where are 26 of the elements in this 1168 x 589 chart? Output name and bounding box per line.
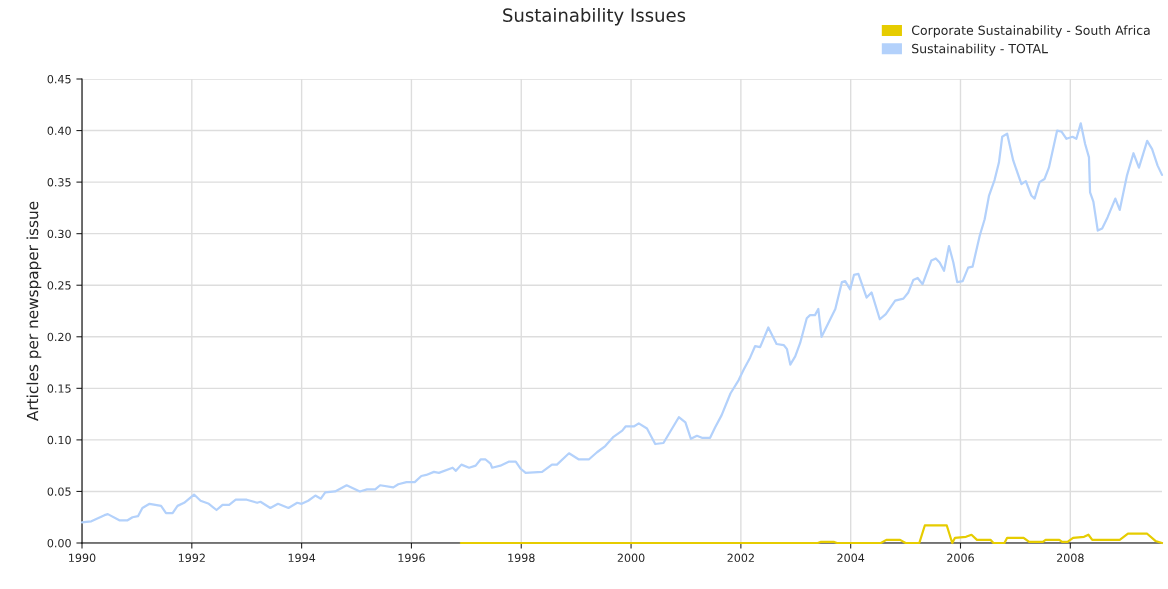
x-tick-label: 1994	[288, 553, 316, 563]
y-tick-label: 0.40	[47, 126, 71, 135]
x-tick-label: 1990	[69, 553, 96, 563]
x-tick-label: 2004	[837, 553, 865, 563]
x-tick-label: 1996	[398, 553, 425, 563]
y-tick-label: 0.45	[47, 74, 71, 84]
x-tick-label: 2000	[617, 553, 645, 563]
x-tick-label: 2008	[1056, 553, 1084, 563]
y-axis-title: Articles per newspaper issue	[26, 201, 42, 421]
x-tick-label: 2002	[727, 553, 754, 563]
x-tick-label: 2006	[947, 553, 974, 563]
y-tick-label: 0.25	[47, 281, 71, 290]
y-tick-label: 0.20	[47, 332, 71, 342]
line-series	[459, 524, 1164, 545]
chart-title: Sustainability Issues	[503, 8, 686, 26]
legend-label: Sustainability - TOTAL	[912, 43, 1048, 56]
y-tick-label: 0.10	[47, 435, 71, 445]
x-tick-label: 1992	[178, 553, 205, 563]
line-series	[80, 122, 1164, 524]
y-tick-label: 0.35	[47, 178, 71, 187]
legend-label: Corporate Sustainability - South Africa	[911, 25, 1150, 38]
y-tick-label: 0.05	[47, 487, 71, 496]
y-tick-label: 0.15	[47, 384, 71, 393]
y-tick-label: 0.30	[47, 229, 71, 239]
x-tick-label: 1998	[508, 553, 535, 563]
y-tick-label: 0.00	[47, 538, 71, 548]
